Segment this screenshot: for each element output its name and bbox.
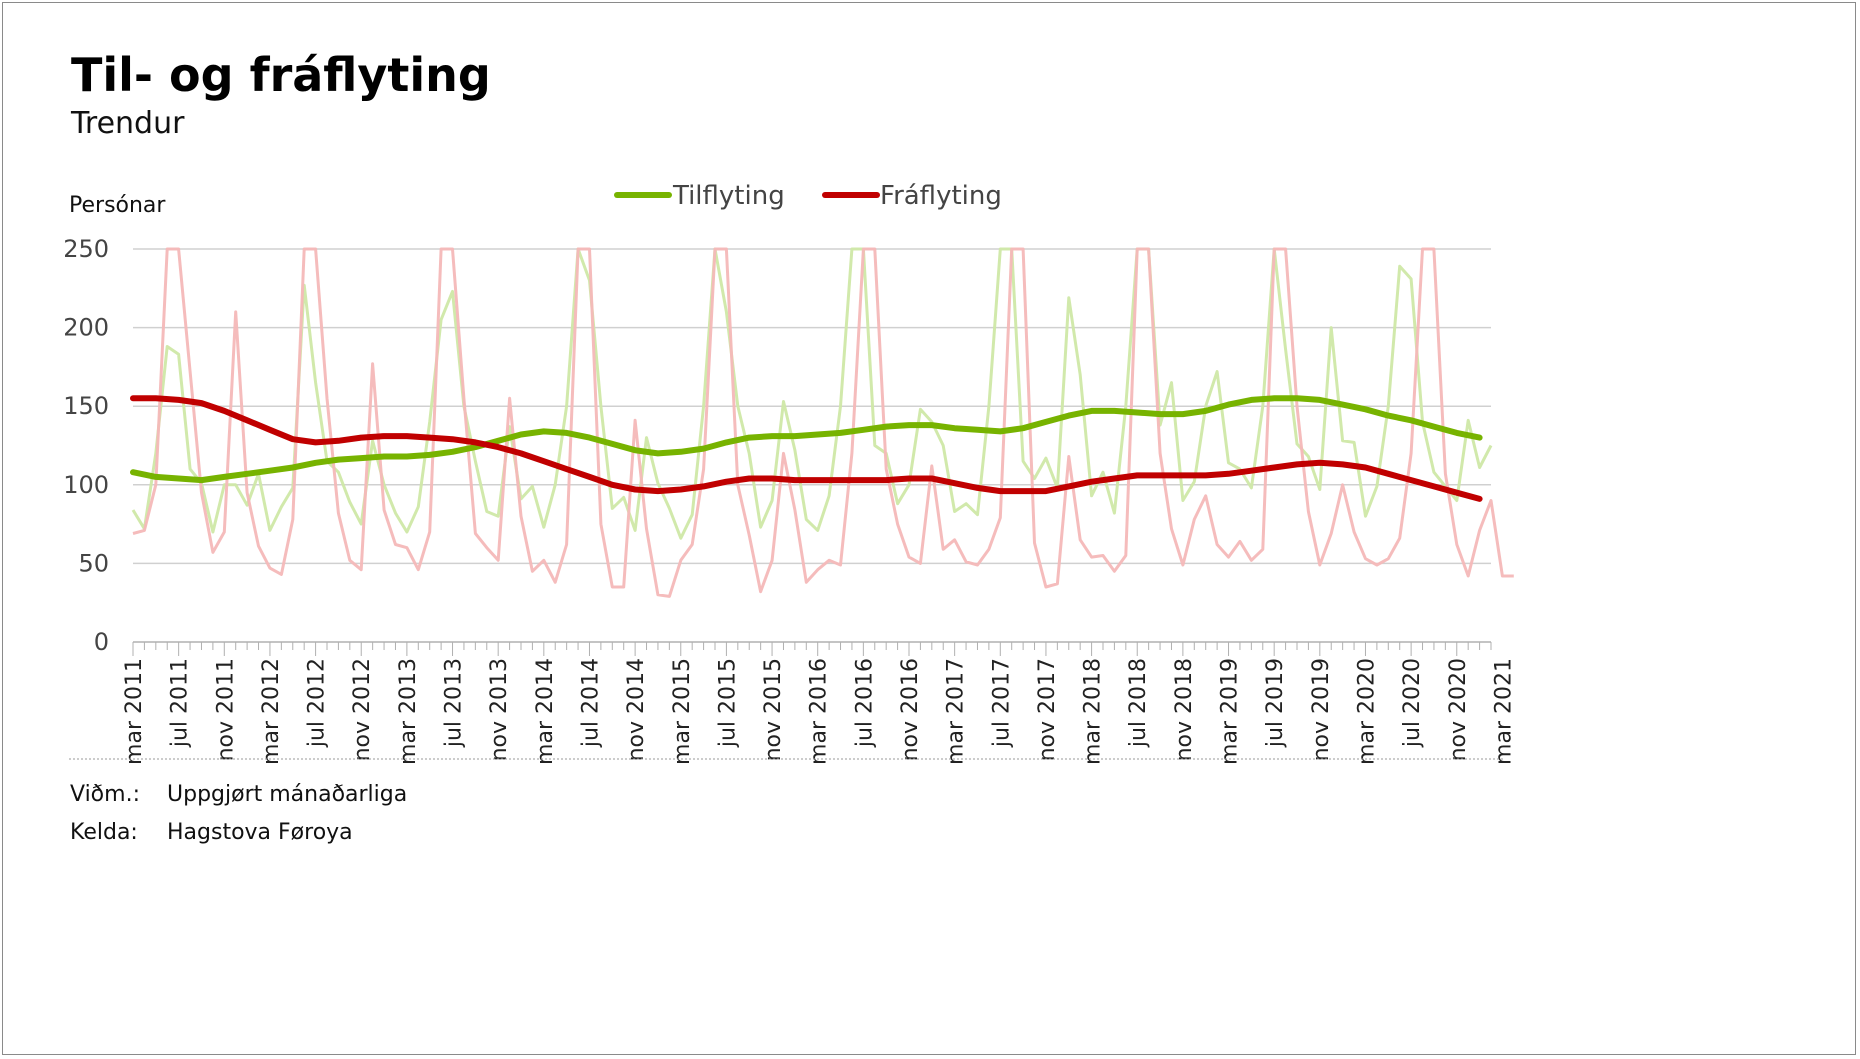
x-tick-label: jul 2016 xyxy=(852,658,877,748)
raw-series xyxy=(131,247,1514,598)
y-tick-label: 0 xyxy=(94,628,109,656)
legend: Tilflyting Fráflyting xyxy=(614,181,1002,211)
x-tick-label: jul 2013 xyxy=(442,658,467,748)
chart: Til- og fráflyting Trendur Tilflyting Fr… xyxy=(63,48,1516,845)
chart-title: Til- og fráflyting xyxy=(71,48,491,102)
x-tick-label: jul 2015 xyxy=(715,658,740,748)
y-axis-label: Persónar xyxy=(69,193,166,218)
x-tick-label: jul 2019 xyxy=(1263,658,1288,748)
note-label-vidm: Viðm.: xyxy=(70,782,140,807)
x-tick-label: jul 2018 xyxy=(1126,658,1151,748)
legend-label-fraflyting: Fráflyting xyxy=(880,181,1002,211)
y-tick-label: 250 xyxy=(63,235,109,263)
series-line-raw-3 xyxy=(132,247,1514,598)
x-tick-label: jul 2011 xyxy=(168,658,193,748)
note-label-kelda: Kelda: xyxy=(70,820,138,845)
x-tick-label: mar 2011 xyxy=(122,658,147,765)
y-ticks: 0 50 100 150 200 250 xyxy=(63,235,109,656)
x-tick-label: mar 2012 xyxy=(259,658,284,765)
x-tick-label: nov 2013 xyxy=(487,658,512,761)
x-tick-label: mar 2021 xyxy=(1491,658,1516,765)
series-line-trend-0 xyxy=(130,395,1483,484)
x-tick-label: nov 2020 xyxy=(1446,658,1471,761)
x-tick-label: mar 2013 xyxy=(396,658,421,765)
gridlines xyxy=(133,248,1491,565)
legend-label-tilflyting: Tilflyting xyxy=(672,181,785,211)
chart-subtitle: Trendur xyxy=(70,106,185,141)
y-tick-label: 150 xyxy=(63,392,109,420)
x-tick-label: nov 2015 xyxy=(761,658,786,761)
series-line-raw-2 xyxy=(131,247,1493,540)
x-tick-label: mar 2015 xyxy=(670,658,695,765)
note-value-kelda: Hagstova Føroya xyxy=(167,820,353,845)
series-line-trend-1 xyxy=(130,395,1483,502)
x-tick-label: mar 2020 xyxy=(1354,658,1379,765)
x-tick-label: nov 2019 xyxy=(1309,658,1334,761)
x-tick-label: nov 2014 xyxy=(624,658,649,761)
x-axis: mar 2011 jul 2011 nov 2011 mar 2012 jul 2012… xyxy=(122,641,1516,765)
note-value-vidm: Uppgjørt mánaðarliga xyxy=(167,782,407,807)
x-tick-label: jul 2014 xyxy=(578,658,603,748)
x-tick-label: nov 2017 xyxy=(1035,658,1060,761)
x-tick-label: mar 2017 xyxy=(944,658,969,765)
y-tick-label: 100 xyxy=(63,471,109,499)
x-tick-label: jul 2020 xyxy=(1400,658,1425,748)
x-tick-label: nov 2018 xyxy=(1172,658,1197,761)
x-tick-label: nov 2016 xyxy=(898,658,923,761)
x-tick-label: jul 2017 xyxy=(989,658,1014,748)
y-tick-label: 50 xyxy=(78,549,109,577)
x-tick-label: mar 2019 xyxy=(1218,658,1243,765)
x-tick-label: mar 2016 xyxy=(807,658,832,765)
x-tick-label: nov 2011 xyxy=(213,658,238,761)
x-tick-label: nov 2012 xyxy=(350,658,375,761)
x-tick-label: jul 2012 xyxy=(305,658,330,748)
x-tick-label: mar 2018 xyxy=(1081,658,1106,765)
y-tick-label: 200 xyxy=(63,314,109,342)
footer-notes: Viðm.: Uppgjørt mánaðarliga Kelda: Hagst… xyxy=(70,782,407,845)
trend-series xyxy=(130,395,1483,502)
x-tick-label: mar 2014 xyxy=(533,658,558,765)
